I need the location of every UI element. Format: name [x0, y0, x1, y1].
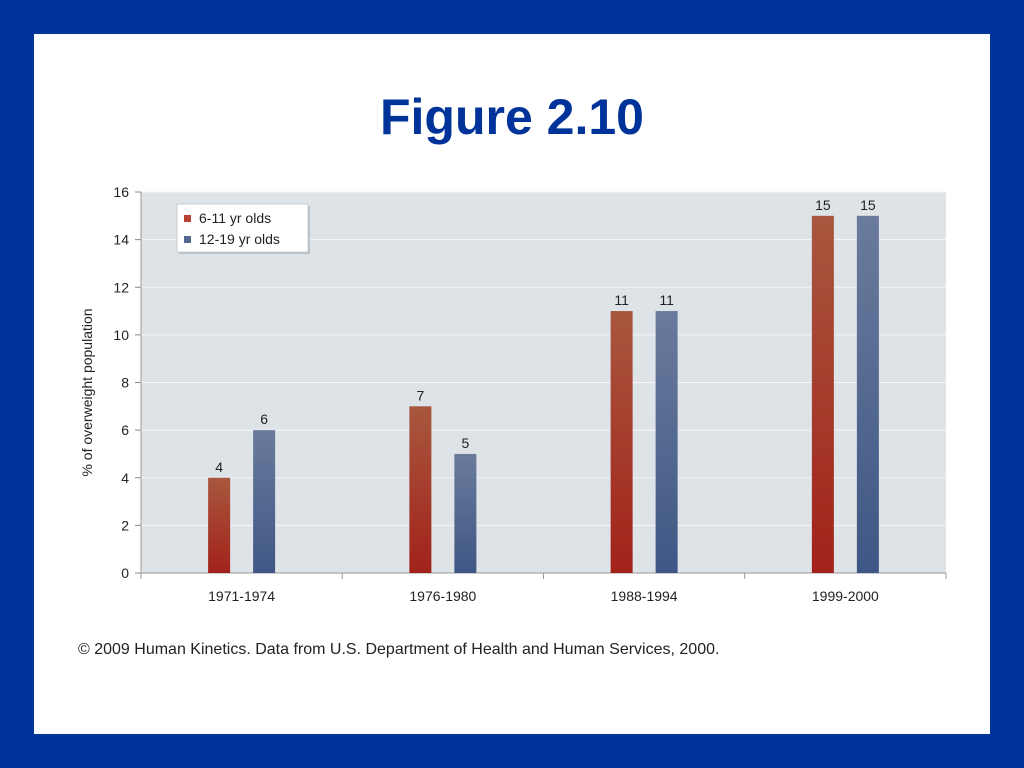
- legend: 6-11 yr olds 12-19 yr olds: [176, 203, 310, 254]
- y-axis-title: % of overweight population: [79, 308, 95, 476]
- bar-data-label: 5: [461, 435, 469, 451]
- y-tick-label: 16: [113, 184, 129, 200]
- legend-label: 6-11 yr olds: [199, 210, 271, 226]
- x-tick-label: 1976-1980: [409, 588, 476, 604]
- bar-data-label: 4: [215, 459, 223, 475]
- slide: Figure 2.10 0 2 4 6 8 10 12 14 16 1971-1974 1976-1…: [34, 34, 990, 734]
- legend-box: [176, 203, 309, 253]
- bar-data-label: 15: [860, 197, 876, 213]
- y-tick-label: 4: [121, 470, 129, 486]
- bar-series-2: [655, 311, 678, 573]
- data-labels: 4 7 11 15 6 5 11 15: [215, 197, 876, 475]
- bar-data-label: 11: [614, 292, 629, 308]
- bar-series-1: [811, 215, 834, 573]
- legend-label: 12-19 yr olds: [199, 231, 280, 247]
- legend-swatch: [184, 236, 191, 243]
- x-tick-label: 1999-2000: [812, 588, 879, 604]
- legend-swatch: [184, 215, 191, 222]
- bar-series-2: [253, 430, 276, 573]
- bar-data-label: 15: [815, 197, 831, 213]
- bar-data-label: 7: [416, 387, 424, 403]
- y-tick-label: 6: [121, 422, 129, 438]
- x-tick-label: 1971-1974: [208, 588, 275, 604]
- slide-title: Figure 2.10: [380, 89, 644, 145]
- bar-data-label: 11: [659, 292, 674, 308]
- y-tick-label: 2: [121, 517, 129, 533]
- axes: 0 2 4 6 8 10 12 14 16 1971-1974 1976-1980 1988-1994…: [113, 184, 947, 604]
- y-tick-label: 10: [113, 327, 129, 343]
- bar-data-label: 6: [260, 411, 268, 427]
- y-tick-label: 0: [121, 565, 129, 581]
- bar-series-2: [454, 453, 477, 573]
- gridlines: [141, 191, 946, 526]
- bars: [208, 215, 879, 573]
- bar-chart: 0 2 4 6 8 10 12 14 16 1971-1974 1976-1980 1988-1994…: [79, 184, 947, 604]
- x-tick-label: 1988-1994: [611, 588, 678, 604]
- source-caption: © 2009 Human Kinetics. Data from U.S. De…: [78, 641, 720, 658]
- y-tick-label: 14: [113, 232, 129, 248]
- y-tick-label: 12: [113, 279, 129, 295]
- bar-series-1: [208, 477, 231, 573]
- y-tick-label: 8: [121, 375, 129, 391]
- bar-series-1: [610, 311, 633, 573]
- bar-series-1: [409, 406, 432, 573]
- bar-series-2: [856, 215, 879, 573]
